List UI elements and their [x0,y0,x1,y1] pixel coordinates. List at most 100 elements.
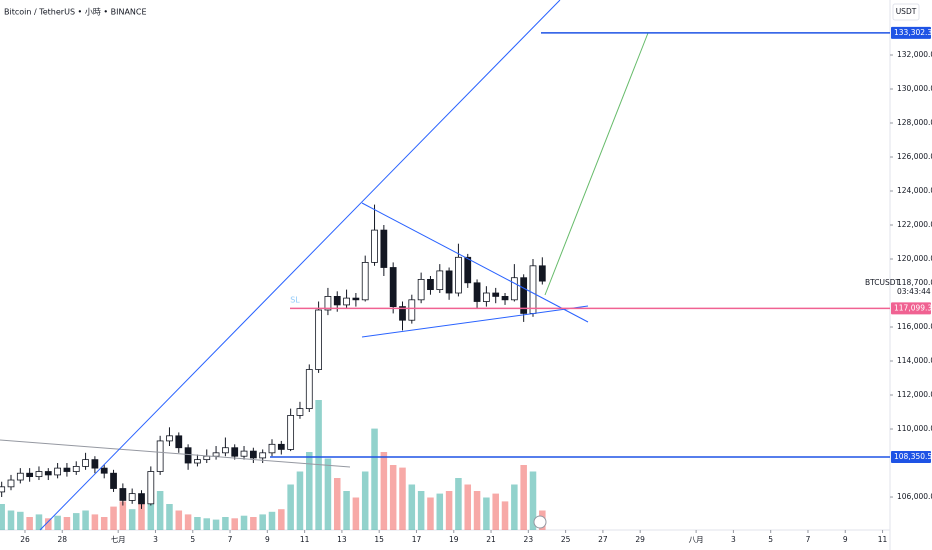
candle-body [240,450,248,457]
x-tick-label: 26 [20,535,30,544]
level-price-label: 133,302.37 [894,28,932,37]
volume-bar [278,509,285,530]
candle-body [333,296,341,306]
volume-bar [483,497,490,530]
volume-bar [45,518,52,530]
y-tick-label: 122,000.00 [897,220,932,229]
x-tick-label: 11 [300,535,310,544]
x-tick-label: 15 [374,535,384,544]
currency-box[interactable] [892,3,920,21]
candle-body [436,270,444,291]
candle-body [249,450,257,459]
countdown: 03:43:44 [897,287,931,296]
currency-label: USDT [896,7,917,16]
candle-body [473,282,481,302]
level-price-label: 108,350.52 [894,452,932,461]
y-tick-label: 106,000.00 [897,492,932,501]
volume-bar [361,471,369,530]
volume-bar [296,471,304,530]
candle-body [287,415,295,450]
candle-body [231,447,239,457]
candle-body [445,270,453,294]
volume-bar [54,515,61,530]
candle-body [110,472,117,489]
volume-bar [147,493,155,530]
x-tick-label: 八月 [689,535,704,544]
volume-bar [436,493,444,530]
volume-bar [511,484,518,530]
volume-bar [371,428,378,530]
triangle-upper [361,202,589,323]
candle-body [259,452,267,459]
candle-body [16,472,24,481]
volume-bar [212,519,220,530]
volume-bar [72,513,80,530]
volume-bar [492,493,499,530]
candle-body [194,459,201,464]
candle-body [72,466,80,472]
volume-bar [324,458,332,530]
volume-bar [287,484,294,530]
volume-bar [203,518,211,530]
level-price-box [891,302,931,315]
volume-bar [119,501,127,530]
volume-bar [222,517,229,530]
volume-bar [110,506,117,530]
volume-bar [156,491,164,530]
volume-bar [138,497,145,530]
candle-body [380,229,388,268]
volume-bar [184,514,192,530]
volume-bar [408,484,416,530]
volume-bar [175,510,183,530]
triangle-lower [361,305,589,338]
candle-body [212,452,220,457]
candle-body [44,471,52,476]
alert-icon[interactable] [533,515,547,529]
volume-bar [231,518,238,530]
volume-bar [352,497,360,530]
candle-body [371,229,378,263]
volume-bar [417,491,425,530]
x-tick-label: 17 [412,535,422,544]
candle-body [156,440,164,472]
volume-bar [306,452,313,530]
candle-body [166,435,173,442]
level-price-box [891,26,931,39]
volume-bar [501,501,509,530]
volume-bar [91,514,99,530]
volume-bar [259,514,266,530]
candle-body [408,299,416,321]
candle-body [417,279,425,301]
candle-body [324,296,332,311]
volume-bar [464,484,472,530]
candle-body [361,262,369,301]
x-tick-label: 9 [843,535,848,544]
y-tick-label: 112,000.00 [897,390,932,399]
volume-bar [445,491,453,530]
volume-bar [166,504,173,530]
volume-bar [194,517,201,530]
candle-body [352,297,360,301]
x-tick-label: 27 [598,535,608,544]
candle-body [82,459,89,467]
candle-body [184,447,192,464]
x-tick-label: 19 [449,535,459,544]
candle-body [203,455,211,461]
volume-bar [529,471,537,530]
volume-bar [427,497,434,530]
trend-line [0,439,351,468]
volume-bar [7,510,15,530]
candle-body [54,467,61,476]
candle-body [501,296,509,301]
chart-title: Bitcoin / TetherUS • 小時 • BINANCE [4,8,147,17]
volume-bar [473,491,481,530]
candle-body [26,472,34,478]
candle-body [389,267,397,308]
y-tick-label: 128,000.00 [897,118,932,127]
volume-bar [343,491,350,530]
volume-bar [380,452,388,530]
candle-body [35,471,43,478]
volume-bar [82,510,89,530]
candle-body [492,292,500,297]
